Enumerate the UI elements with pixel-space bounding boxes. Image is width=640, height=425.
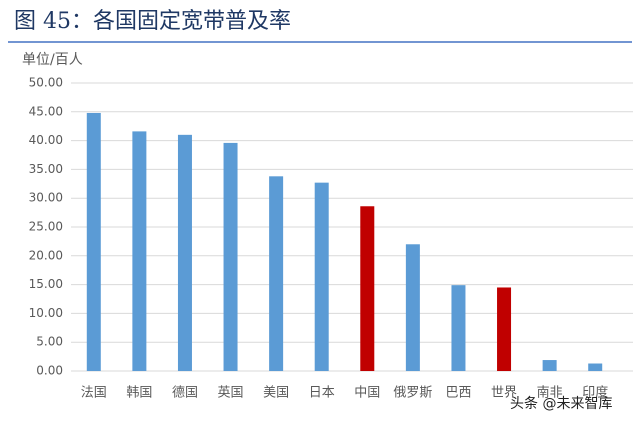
bar — [588, 363, 603, 371]
x-tick-label: 巴西 — [445, 386, 471, 401]
y-tick-label: 50.00 — [29, 76, 63, 90]
bar — [497, 287, 512, 371]
x-tick-label: 法国 — [81, 386, 107, 401]
x-tick-label: 印度 — [582, 385, 608, 401]
y-tick-label: 40.00 — [29, 133, 63, 147]
y-tick-label: 25.00 — [29, 220, 63, 234]
x-tick-label: 德国 — [172, 386, 198, 401]
x-tick-label: 世界 — [491, 386, 517, 401]
x-tick-label: 美国 — [263, 386, 289, 401]
bar — [223, 142, 238, 371]
x-tick-label: 英国 — [218, 386, 244, 401]
bar — [177, 134, 192, 371]
y-tick-label: 10.00 — [29, 306, 63, 320]
y-tick-label: 15.00 — [29, 277, 63, 291]
bar — [132, 131, 147, 371]
bar — [269, 176, 284, 371]
x-tick-label: 韩国 — [126, 386, 152, 401]
bar — [314, 182, 329, 371]
y-tick-label: 20.00 — [29, 248, 63, 262]
x-tick-label: 俄罗斯 — [393, 386, 432, 401]
y-tick-label: 45.00 — [29, 104, 63, 118]
y-tick-label: 35.00 — [29, 162, 63, 176]
bar — [542, 360, 557, 371]
y-tick-label: 0.00 — [36, 364, 63, 378]
x-tick-label: 中国 — [354, 386, 380, 401]
bar — [86, 112, 101, 372]
bar — [360, 206, 375, 371]
watermark: 头条 @未来智库 — [510, 395, 612, 412]
bar — [405, 244, 420, 371]
y-tick-label: 30.00 — [29, 191, 63, 205]
y-tick-label: 5.00 — [36, 335, 63, 349]
x-tick-label: 南非 — [537, 385, 563, 401]
y-axis-label: 单位/百人 — [22, 52, 83, 68]
bar — [451, 285, 466, 371]
chart-title: 图 45：各国固定宽带普及率 — [14, 9, 291, 34]
x-tick-label: 日本 — [309, 386, 335, 401]
